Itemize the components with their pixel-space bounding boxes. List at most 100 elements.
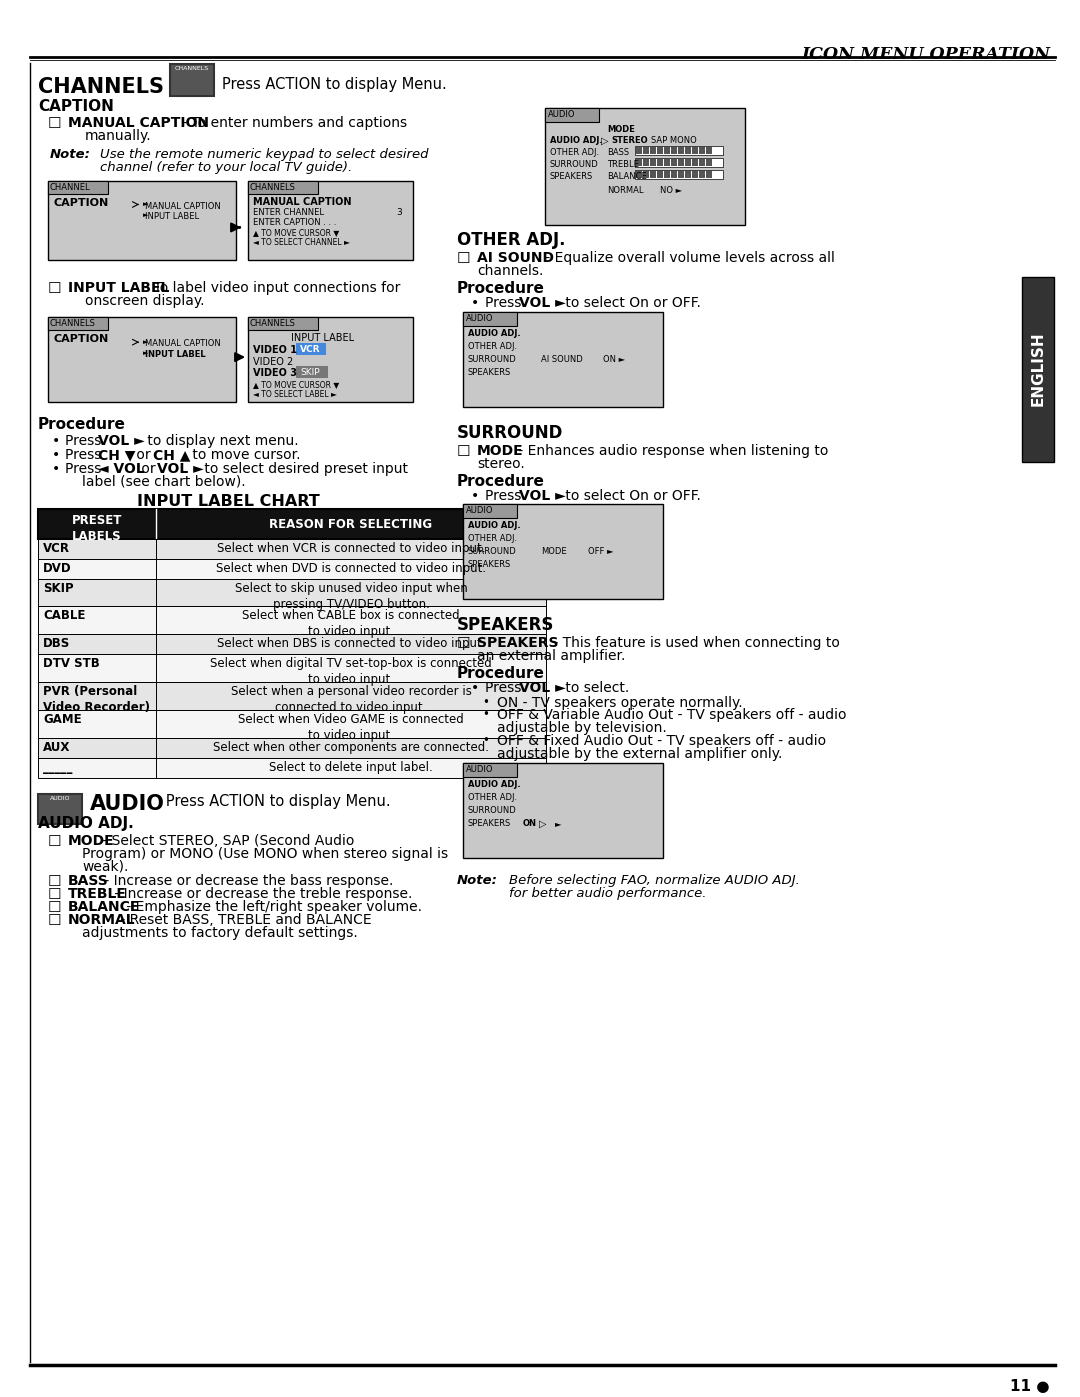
Text: AUX: AUX xyxy=(43,742,70,754)
Text: ENTER CAPTION . . .: ENTER CAPTION . . . xyxy=(253,218,336,228)
Text: - Increase or decrease the treble response.: - Increase or decrease the treble respon… xyxy=(110,887,413,901)
Text: MANUAL CAPTION: MANUAL CAPTION xyxy=(145,339,220,348)
Text: Press ACTION to display Menu.: Press ACTION to display Menu. xyxy=(222,77,447,92)
Bar xyxy=(38,710,546,738)
Text: ►: ► xyxy=(143,339,148,345)
Text: 11 ●: 11 ● xyxy=(1011,1379,1050,1394)
Text: ☐: ☐ xyxy=(48,912,62,928)
Text: INPUT LABEL: INPUT LABEL xyxy=(145,212,199,222)
Text: •: • xyxy=(52,462,60,476)
Text: ▲ TO MOVE CURSOR ▼: ▲ TO MOVE CURSOR ▼ xyxy=(253,229,339,237)
Text: INPUT LABEL: INPUT LABEL xyxy=(68,281,170,295)
Text: or: or xyxy=(137,462,160,476)
Bar xyxy=(643,159,649,166)
Bar xyxy=(463,763,517,777)
Text: PVR (Personal
Video Recorder): PVR (Personal Video Recorder) xyxy=(43,686,150,714)
Text: Select when CABLE box is connected
to video input.: Select when CABLE box is connected to vi… xyxy=(242,609,460,638)
Text: ☐: ☐ xyxy=(48,281,62,296)
Text: Press: Press xyxy=(65,434,106,448)
Text: MODE: MODE xyxy=(541,546,567,556)
Text: AUDIO ADJ.: AUDIO ADJ. xyxy=(550,136,603,145)
Text: AUDIO ADJ.: AUDIO ADJ. xyxy=(468,780,521,789)
Bar xyxy=(463,763,663,858)
Text: CAPTION: CAPTION xyxy=(53,334,108,344)
Text: VIDEO 2: VIDEO 2 xyxy=(253,358,294,367)
Text: to select.: to select. xyxy=(561,682,630,696)
Text: CH ▲: CH ▲ xyxy=(153,448,190,462)
Text: •: • xyxy=(52,434,60,448)
Text: OFF & Fixed Audio Out - TV speakers off - audio: OFF & Fixed Audio Out - TV speakers off … xyxy=(497,735,826,749)
Text: Select when digital TV set-top-box is connected
to video input.: Select when digital TV set-top-box is co… xyxy=(211,658,491,686)
Text: VOL ►: VOL ► xyxy=(519,296,566,310)
Text: OFF & Variable Audio Out - TV speakers off - audio: OFF & Variable Audio Out - TV speakers o… xyxy=(497,708,847,722)
Bar xyxy=(657,170,663,177)
Text: INPUT LABEL: INPUT LABEL xyxy=(292,332,354,344)
Bar xyxy=(643,170,649,177)
Bar xyxy=(636,170,642,177)
Text: CABLE: CABLE xyxy=(43,609,85,623)
Text: ON - TV speakers operate normally.: ON - TV speakers operate normally. xyxy=(497,696,743,710)
Text: NORMAL: NORMAL xyxy=(68,912,136,926)
Text: - To label video input connections for: - To label video input connections for xyxy=(140,281,401,295)
Text: CHANNELS: CHANNELS xyxy=(50,319,96,328)
Text: NORMAL: NORMAL xyxy=(607,186,644,194)
Text: - Emphasize the left/right speaker volume.: - Emphasize the left/right speaker volum… xyxy=(122,900,422,914)
Text: - Select STEREO, SAP (Second Audio: - Select STEREO, SAP (Second Audio xyxy=(98,834,354,848)
Text: SURROUND: SURROUND xyxy=(550,159,598,169)
Bar xyxy=(48,317,237,402)
Bar xyxy=(699,170,705,177)
Text: to display next menu.: to display next menu. xyxy=(143,434,299,448)
Text: ▲ TO MOVE CURSOR ▼: ▲ TO MOVE CURSOR ▼ xyxy=(253,380,339,388)
Text: Procedure: Procedure xyxy=(457,666,545,682)
Text: ☐: ☐ xyxy=(457,444,471,458)
Text: •: • xyxy=(471,296,480,310)
Bar xyxy=(635,145,723,155)
Text: or: or xyxy=(132,448,156,462)
Text: ENTER CHANNEL: ENTER CHANNEL xyxy=(253,208,324,218)
Text: SKIP: SKIP xyxy=(300,367,320,377)
Text: VIDEO 1: VIDEO 1 xyxy=(253,345,297,355)
Bar xyxy=(463,504,517,518)
Text: Press: Press xyxy=(485,296,526,310)
Text: Program) or MONO (Use MONO when stereo signal is: Program) or MONO (Use MONO when stereo s… xyxy=(82,847,448,861)
Text: AI SOUND: AI SOUND xyxy=(541,355,583,365)
Bar xyxy=(650,159,656,166)
Text: TREBLE: TREBLE xyxy=(68,887,126,901)
Text: adjustable by television.: adjustable by television. xyxy=(497,721,666,735)
Text: - Enhances audio response when listening to: - Enhances audio response when listening… xyxy=(514,444,828,458)
Text: channels.: channels. xyxy=(477,264,543,278)
Text: OTHER ADJ.: OTHER ADJ. xyxy=(468,342,517,351)
Text: ▷: ▷ xyxy=(539,819,546,828)
Text: SURROUND: SURROUND xyxy=(457,423,564,441)
Text: SPEAKERS: SPEAKERS xyxy=(468,819,511,828)
Bar xyxy=(685,170,691,177)
Text: ◄ TO SELECT CHANNEL ►: ◄ TO SELECT CHANNEL ► xyxy=(253,239,350,247)
Text: AUDIO: AUDIO xyxy=(465,506,494,514)
Text: SPEAKERS: SPEAKERS xyxy=(550,172,593,180)
Text: DBS: DBS xyxy=(43,637,70,651)
Text: - Equalize overall volume levels across all: - Equalize overall volume levels across … xyxy=(541,251,835,265)
Text: OTHER ADJ.: OTHER ADJ. xyxy=(457,232,566,250)
Text: AI SOUND: AI SOUND xyxy=(477,251,554,265)
Text: CAPTION: CAPTION xyxy=(38,99,113,113)
Text: Before selecting FAO, normalize AUDIO ADJ.: Before selecting FAO, normalize AUDIO AD… xyxy=(509,875,800,887)
Text: DTV STB: DTV STB xyxy=(43,658,99,671)
Text: ☐: ☐ xyxy=(48,875,62,888)
Text: Note:: Note: xyxy=(457,875,498,887)
Text: PRESET
LABELS: PRESET LABELS xyxy=(71,514,122,542)
Text: MODE: MODE xyxy=(477,444,524,458)
Bar xyxy=(685,147,691,154)
Bar xyxy=(657,147,663,154)
Text: MANUAL CAPTION: MANUAL CAPTION xyxy=(68,116,210,130)
Text: Procedure: Procedure xyxy=(457,474,545,489)
Text: SPEAKERS: SPEAKERS xyxy=(468,560,511,569)
Text: weak).: weak). xyxy=(82,861,129,875)
Text: VOL ►: VOL ► xyxy=(157,462,204,476)
Text: BALANCE: BALANCE xyxy=(68,900,140,914)
Bar xyxy=(692,170,698,177)
Bar xyxy=(248,180,318,194)
Bar xyxy=(38,606,546,634)
Bar xyxy=(699,147,705,154)
Bar xyxy=(643,147,649,154)
Text: MANUAL CAPTION: MANUAL CAPTION xyxy=(145,201,220,211)
